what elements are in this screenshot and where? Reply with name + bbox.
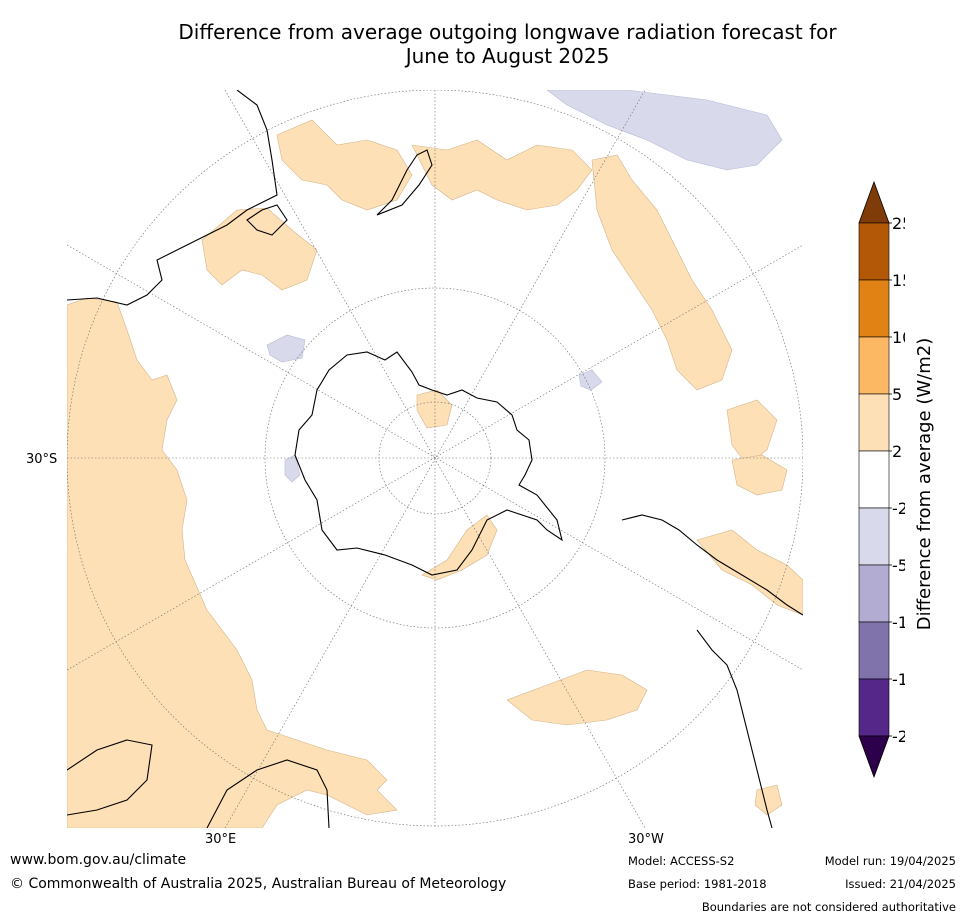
meridian-150: [224, 90, 646, 828]
anomaly-region-atlantic: [506, 669, 648, 726]
new-zealand-coast: [376, 149, 433, 216]
base-period-text: Base period: 1981-2018: [628, 877, 767, 891]
model-text: Model: ACCESS-S2: [628, 854, 735, 868]
colorbar-tick-label: 2: [892, 442, 902, 461]
colorbar-tick-label: -10: [892, 613, 905, 632]
colorbar-tick-label: 25: [892, 214, 905, 233]
colorbar-band: [858, 564, 890, 623]
madagascar-coast: [246, 204, 288, 236]
anomaly-region-east-small-2: [731, 454, 788, 496]
latitude-circle-60: [264, 287, 606, 629]
meridian-120: [67, 244, 803, 671]
anomaly-region-south-east-small: [754, 784, 783, 816]
anomaly-region-andes: [696, 529, 803, 616]
longitude-label-right: 30°W: [628, 832, 664, 847]
longitude-label-left: 30°E: [205, 832, 237, 847]
colorbar-tick-label: 10: [892, 328, 905, 347]
colorbar-band: [858, 279, 890, 338]
anomaly-region-north-right: [411, 139, 593, 211]
colorbar-title: Difference from average (W/m2): [914, 337, 935, 631]
colorbar-band: [858, 678, 890, 737]
colorbar: 25 15 10 5 2 -2 -5 -10 -15 -25: [858, 180, 905, 779]
anomaly-region-north-left: [201, 207, 318, 291]
graticule: [67, 90, 803, 828]
south-america-coast: [621, 514, 803, 616]
issued-text: Issued: 21/04/2025: [845, 877, 956, 891]
polar-map: [67, 90, 803, 828]
australia-south-coast: [206, 759, 330, 828]
colorbar-tick-label: 15: [892, 271, 905, 290]
anomaly-region-west-band: [67, 297, 398, 828]
negative-region-small-3: [578, 369, 603, 391]
negative-region-pacific: [546, 90, 783, 171]
colorbar-band: [858, 336, 890, 395]
africa-coast: [67, 90, 278, 306]
colorbar-band: [858, 507, 890, 566]
colorbar-band: [858, 393, 890, 452]
positive-anomaly-areas: [67, 119, 803, 828]
title-line-1: Difference from average outgoing longwav…: [178, 20, 837, 44]
colorbar-tick-label: -25: [892, 727, 905, 746]
title-line-2: June to August 2025: [405, 44, 610, 68]
colorbar-band: [858, 450, 890, 509]
latitude-label: 30°S: [26, 452, 58, 467]
anomaly-region-peninsula: [421, 514, 498, 581]
negative-region-small-2: [284, 454, 301, 483]
colorbar-band: [858, 222, 890, 281]
map-title: Difference from average outgoing longwav…: [100, 20, 915, 68]
anomaly-region-east-arc: [591, 154, 733, 391]
australia-coast: [67, 739, 153, 816]
colorbar-extend-max: [858, 180, 890, 224]
website-link[interactable]: www.bom.gov.au/climate: [10, 852, 187, 868]
colorbar-tick-label: 5: [892, 385, 902, 404]
negative-anomaly-areas: [266, 90, 783, 483]
colorbar-tick-label: -15: [892, 670, 905, 689]
copyright-text: © Commonwealth of Australia 2025, Austra…: [10, 876, 507, 892]
anomaly-region-north-center: [276, 119, 413, 211]
disclaimer-text: Boundaries are not considered authoritat…: [701, 900, 956, 914]
colorbar-band: [858, 621, 890, 680]
antarctica-coast: [294, 351, 563, 576]
colorbar-tick-label: -2: [892, 499, 905, 518]
anomaly-region-ross: [416, 389, 453, 429]
colorbar-tick-label: -5: [892, 556, 905, 575]
anomaly-region-east-small-1: [726, 399, 778, 466]
model-run-text: Model run: 19/04/2025: [824, 854, 956, 868]
south-america-inland: [696, 629, 773, 828]
colorbar-extend-min: [858, 735, 890, 779]
coastlines: [67, 90, 803, 828]
negative-region-small-1: [266, 334, 306, 363]
